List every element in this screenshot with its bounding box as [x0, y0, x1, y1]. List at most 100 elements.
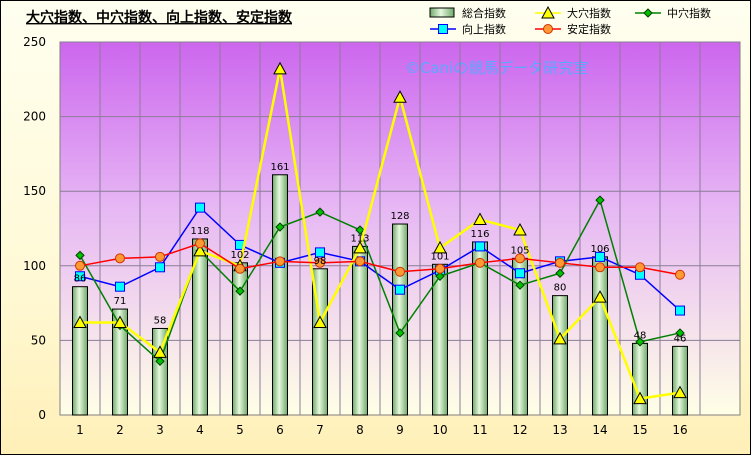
line-series-2	[75, 195, 685, 366]
legend-item: 安定指数	[535, 22, 611, 36]
point-circle	[595, 262, 605, 273]
point-circle	[195, 238, 205, 249]
bar	[112, 308, 128, 416]
line-series	[73, 61, 687, 405]
y-tick-label: 200	[23, 110, 46, 124]
bar-value-label: 116	[470, 229, 489, 240]
bar-value-label: 105	[510, 245, 529, 256]
x-tick-label: 6	[276, 423, 284, 437]
point-triangle	[353, 240, 367, 254]
point-square	[75, 271, 85, 282]
point-circle	[115, 253, 125, 264]
bar-value-label: 86	[74, 274, 87, 285]
x-tick-label: 7	[316, 423, 324, 437]
point-square	[395, 284, 405, 295]
watermark-text: ©Caniの競馬データ研究室	[405, 59, 588, 77]
line-series-1	[73, 61, 687, 405]
point-diamond	[675, 328, 685, 338]
bar	[472, 241, 488, 416]
legend-swatch-bar	[429, 7, 455, 18]
bar	[432, 263, 448, 416]
point-circle	[635, 262, 645, 273]
point-square	[675, 305, 685, 316]
point-circle	[475, 257, 485, 268]
x-tick-label: 2	[116, 423, 124, 437]
point-triangle	[73, 315, 87, 328]
point-triangle	[273, 61, 287, 75]
bar-data-labels: 86 71 58 118 102 161 98 113 128 101 116 105 80 106 48 4…	[74, 162, 687, 345]
point-triangle	[393, 90, 407, 103]
y-axis-ticks: 0 50 100 150 200 250	[23, 35, 46, 422]
point-square	[595, 251, 605, 262]
point-circle	[675, 269, 685, 280]
bar-value-label: 46	[674, 333, 687, 344]
point-circle	[235, 263, 245, 274]
point-triangle	[593, 290, 607, 303]
point-triangle	[673, 385, 687, 399]
bar-value-label: 118	[190, 226, 209, 237]
line-series-4	[75, 238, 685, 280]
bar-value-label: 48	[634, 330, 647, 341]
point-circle	[395, 266, 405, 277]
point-circle	[515, 253, 525, 264]
point-circle	[275, 256, 285, 267]
point-triangle	[113, 315, 127, 328]
bar	[72, 286, 88, 416]
y-tick-label: 150	[23, 184, 46, 198]
point-circle	[543, 24, 553, 34]
bar	[592, 256, 608, 416]
y-tick-label: 100	[23, 259, 46, 273]
point-circle	[155, 251, 165, 262]
legend-item: 中穴指数	[635, 6, 711, 20]
bar-value-label: 102	[230, 250, 249, 261]
point-diamond	[235, 286, 245, 296]
x-tick-label: 8	[356, 423, 364, 437]
point-diamond	[643, 8, 653, 18]
legend-item: 大穴指数	[535, 5, 611, 20]
point-diamond	[275, 222, 285, 232]
legend-label: 安定指数	[567, 22, 611, 36]
bar-series-total	[72, 174, 688, 416]
bar-value-label: 161	[270, 162, 289, 173]
bar-value-label: 106	[590, 244, 609, 255]
point-square	[515, 268, 525, 279]
bar	[552, 295, 568, 416]
legend-label: 大穴指数	[567, 6, 611, 20]
y-tick-label: 50	[31, 333, 46, 347]
x-tick-label: 15	[632, 423, 647, 437]
legend-item: 総合指数	[429, 6, 506, 20]
bar	[272, 174, 288, 416]
point-square	[315, 247, 325, 258]
point-circle	[315, 257, 325, 268]
chart-title: 大穴指数、中穴指数、向上指数、安定指数	[26, 9, 293, 26]
point-diamond	[315, 207, 325, 217]
legend-label: 総合指数	[462, 6, 506, 20]
point-circle	[355, 256, 365, 267]
legend-item: 向上指数	[430, 22, 506, 36]
point-diamond	[155, 356, 165, 366]
x-tick-label: 12	[512, 423, 527, 437]
bar	[672, 345, 688, 416]
point-triangle	[153, 345, 167, 358]
point-circle	[555, 257, 565, 268]
x-tick-label: 13	[552, 423, 567, 437]
series-line	[80, 68, 681, 400]
point-diamond	[75, 250, 85, 261]
bar-value-label: 128	[390, 211, 409, 222]
point-triangle	[313, 315, 327, 328]
point-diamond	[555, 268, 565, 278]
point-square	[115, 281, 125, 292]
series-line	[79, 242, 681, 276]
series-line	[79, 206, 681, 312]
bar-value-label: 98	[314, 256, 327, 267]
point-diamond	[595, 195, 605, 205]
point-triangle	[433, 240, 447, 254]
bar-value-label: 101	[430, 251, 449, 262]
point-square	[475, 241, 485, 252]
point-diamond	[515, 280, 525, 290]
bar	[632, 342, 648, 416]
y-tick-label: 250	[23, 35, 46, 49]
x-tick-label: 14	[592, 423, 607, 437]
x-tick-label: 9	[396, 423, 404, 437]
